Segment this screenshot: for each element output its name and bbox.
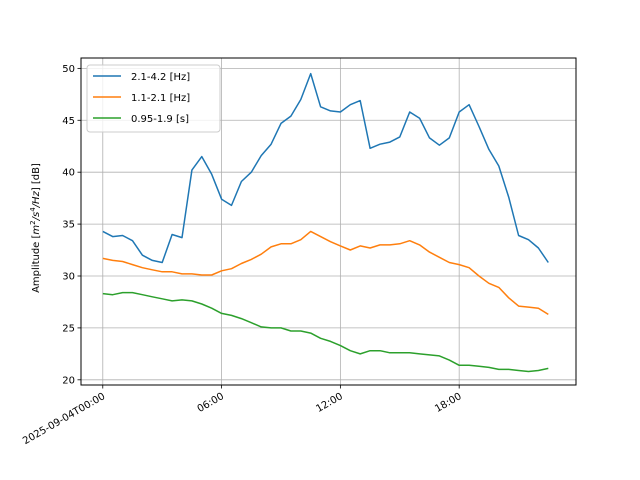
legend-box [86,64,221,133]
y-tick-label: 30 [62,272,75,283]
y-axis: 20 25 30 35 40 45 50 [62,64,81,386]
series-line-2 [102,291,549,373]
legend-label-1: 1.1-2.1 [Hz] [131,93,190,104]
legend-label-2: 0.95-1.9 [s] [131,114,189,125]
y-axis-label: Amplitude [m2/s4/Hz] [dB] [29,163,42,293]
y-tick-label: 40 [62,168,75,179]
series-layer [102,72,549,373]
legend: 2.1-4.2 [Hz] 1.1-2.1 [Hz] 0.95-1.9 [s] [86,64,221,133]
y-tick-label: 45 [62,116,75,127]
y-tick-label: 35 [62,220,75,231]
y-tick-label: 20 [62,375,75,386]
series-line-1 [102,230,549,316]
y-tick-label: 50 [62,64,75,75]
y-tick-label: 25 [62,323,75,334]
plot-frame [80,57,577,386]
series-line-0 [102,72,549,264]
legend-label-0: 2.1-4.2 [Hz] [131,72,190,83]
